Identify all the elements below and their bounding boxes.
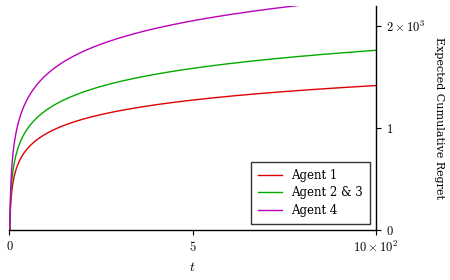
Agent 2 & 3 (229, 62, 234, 65)
Agent 1 (153, 103, 158, 106)
Agent 1 (128, 107, 134, 110)
Agent 1 (7, 228, 12, 232)
Agent 1 (229, 94, 234, 98)
Line: Agent 2 & 3: Agent 2 & 3 (9, 50, 376, 230)
Agent 4 (183, 20, 189, 24)
Agent 4 (80, 50, 86, 53)
Line: Agent 4: Agent 4 (9, 0, 376, 230)
Agent 1 (374, 84, 379, 87)
Agent 4 (7, 228, 12, 232)
Y-axis label: Expected Cumulative Regret: Expected Cumulative Regret (434, 37, 445, 199)
Agent 2 & 3 (80, 90, 86, 94)
Agent 1 (183, 99, 189, 102)
Legend: Agent 1, Agent 2 & 3, Agent 4: Agent 1, Agent 2 & 3, Agent 4 (251, 162, 370, 224)
Agent 1 (80, 118, 86, 121)
Agent 2 & 3 (128, 77, 134, 81)
Agent 2 & 3 (374, 49, 379, 52)
Agent 2 & 3 (357, 50, 362, 53)
Line: Agent 1: Agent 1 (9, 86, 376, 230)
X-axis label: $t$: $t$ (189, 260, 196, 274)
Agent 1 (357, 85, 362, 88)
Agent 4 (229, 13, 234, 16)
Agent 4 (128, 33, 134, 36)
Agent 2 & 3 (153, 73, 158, 76)
Agent 4 (153, 27, 158, 30)
Agent 2 & 3 (7, 228, 12, 232)
Agent 2 & 3 (183, 68, 189, 71)
Agent 4 (357, 0, 362, 1)
